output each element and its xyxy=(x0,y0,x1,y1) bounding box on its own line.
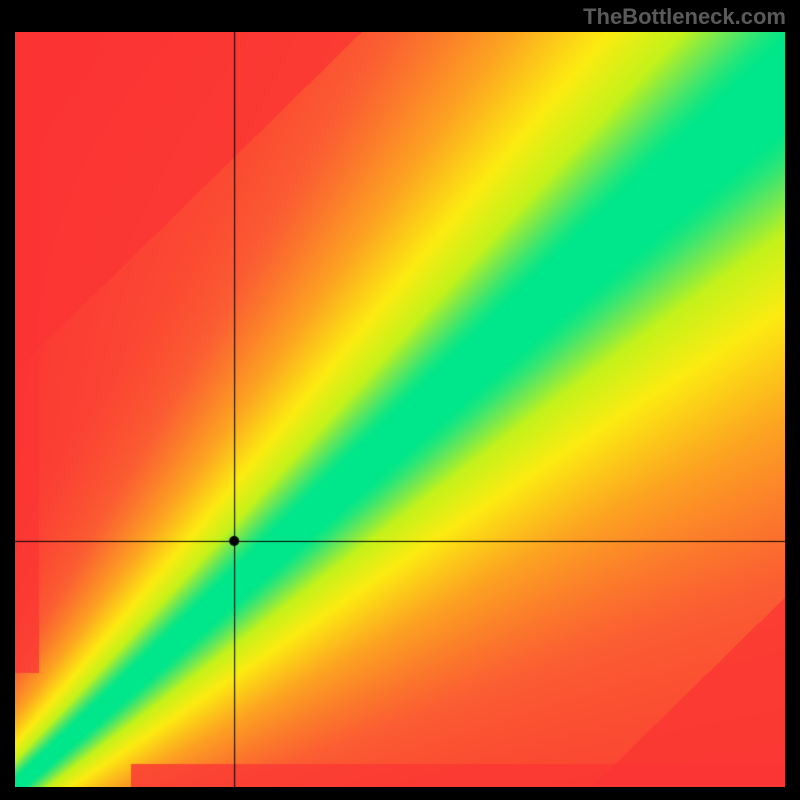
bottleneck-heatmap xyxy=(15,32,785,787)
heatmap-canvas xyxy=(15,32,785,787)
watermark-text: TheBottleneck.com xyxy=(583,4,786,30)
